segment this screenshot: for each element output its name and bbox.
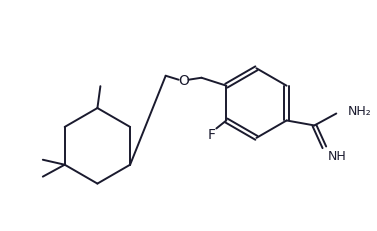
Text: NH: NH bbox=[327, 150, 346, 163]
Text: F: F bbox=[207, 128, 215, 142]
Text: NH₂: NH₂ bbox=[348, 105, 372, 118]
Text: O: O bbox=[178, 74, 189, 88]
